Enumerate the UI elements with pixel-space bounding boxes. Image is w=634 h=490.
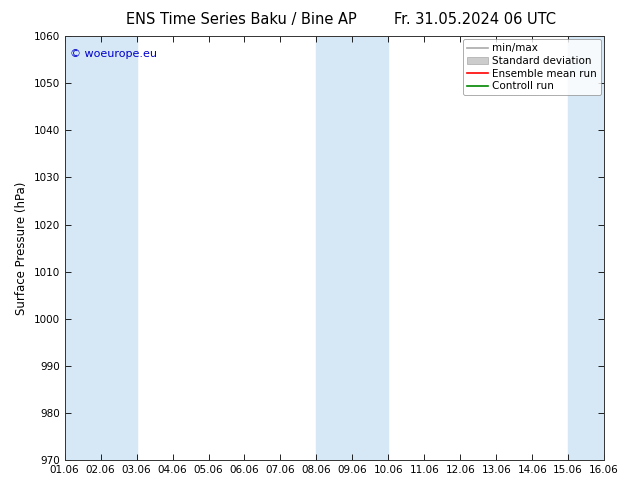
Text: ENS Time Series Baku / Bine AP: ENS Time Series Baku / Bine AP bbox=[126, 12, 356, 27]
Text: © woeurope.eu: © woeurope.eu bbox=[70, 49, 157, 59]
Text: Fr. 31.05.2024 06 UTC: Fr. 31.05.2024 06 UTC bbox=[394, 12, 557, 27]
Bar bbox=[568, 36, 604, 460]
Bar bbox=[65, 36, 136, 460]
Bar bbox=[316, 36, 389, 460]
Y-axis label: Surface Pressure (hPa): Surface Pressure (hPa) bbox=[15, 181, 28, 315]
Legend: min/max, Standard deviation, Ensemble mean run, Controll run: min/max, Standard deviation, Ensemble me… bbox=[463, 39, 601, 96]
